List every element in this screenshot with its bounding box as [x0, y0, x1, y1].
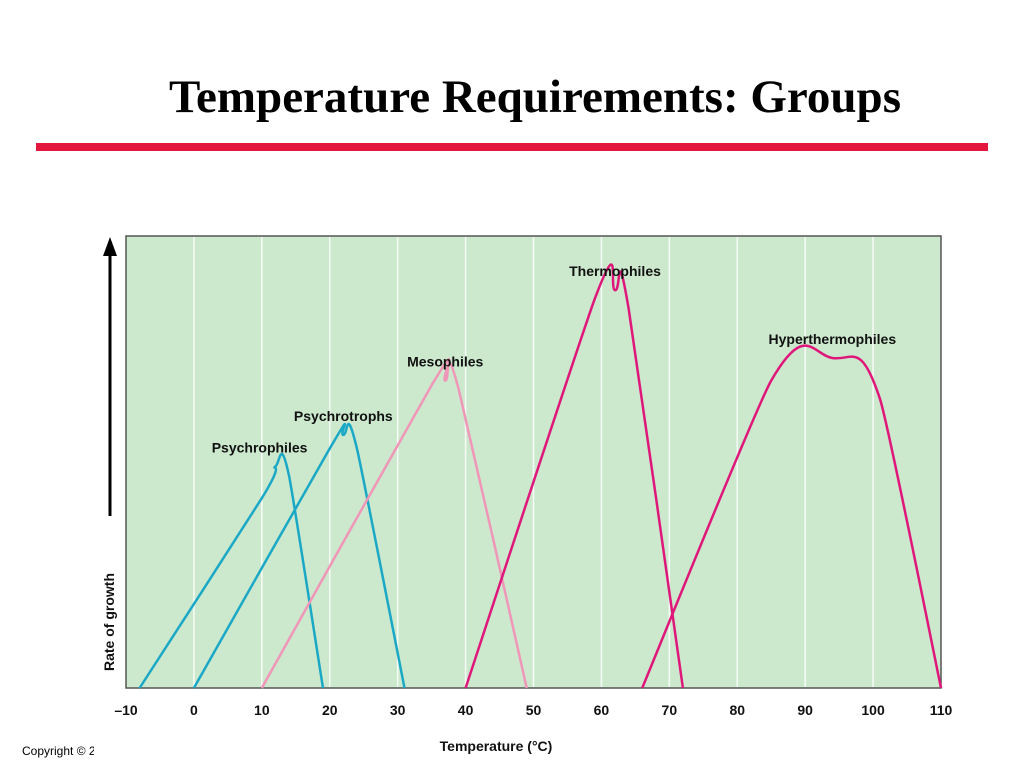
x-tick-label: 0 [190, 702, 198, 718]
x-tick-label: 90 [797, 702, 813, 718]
x-tick-label: 20 [322, 702, 338, 718]
x-tick-label: –10 [114, 702, 138, 718]
label-psychrotrophs: Psychrotrophs [294, 408, 393, 424]
x-tick-label: 70 [662, 702, 678, 718]
curve-psychrophiles [138, 452, 325, 689]
x-tick-label: 100 [861, 702, 885, 718]
y-axis-arrow [103, 237, 117, 516]
label-psychrophiles: Psychrophiles [212, 440, 308, 456]
y-axis-title: Rate of growth [101, 573, 117, 671]
x-tick-labels: –10 0 10 20 30 40 50 60 70 80 90 100 110 [114, 702, 952, 718]
x-tick-label: 30 [390, 702, 406, 718]
curve-thermophiles [464, 263, 685, 689]
title-rule [36, 143, 988, 151]
x-tick-label: 50 [526, 702, 542, 718]
x-tick-label: 10 [254, 702, 270, 718]
slide-title: Temperature Requirements: Groups [169, 71, 901, 123]
curve-hyperthermophiles [641, 344, 943, 689]
gridlines [193, 237, 874, 687]
x-tick-label: 110 [930, 702, 953, 718]
label-thermophiles: Thermophiles [569, 263, 661, 279]
x-tick-label: 60 [594, 702, 610, 718]
x-tick-label: 40 [458, 702, 474, 718]
curves [138, 263, 943, 689]
x-axis-title: Temperature (°C) [440, 738, 553, 754]
label-mesophiles: Mesophiles [407, 354, 483, 370]
curve-psychrotrophs [192, 422, 406, 689]
label-hyperthermophiles: Hyperthermophiles [769, 331, 897, 347]
curve-mesophiles [260, 357, 528, 689]
x-tick-label: 80 [729, 702, 745, 718]
series-labels: Psychrophiles Psychrotrophs Mesophiles Ther… [212, 263, 897, 455]
copyright-text: Copyright © 2 [22, 744, 94, 758]
